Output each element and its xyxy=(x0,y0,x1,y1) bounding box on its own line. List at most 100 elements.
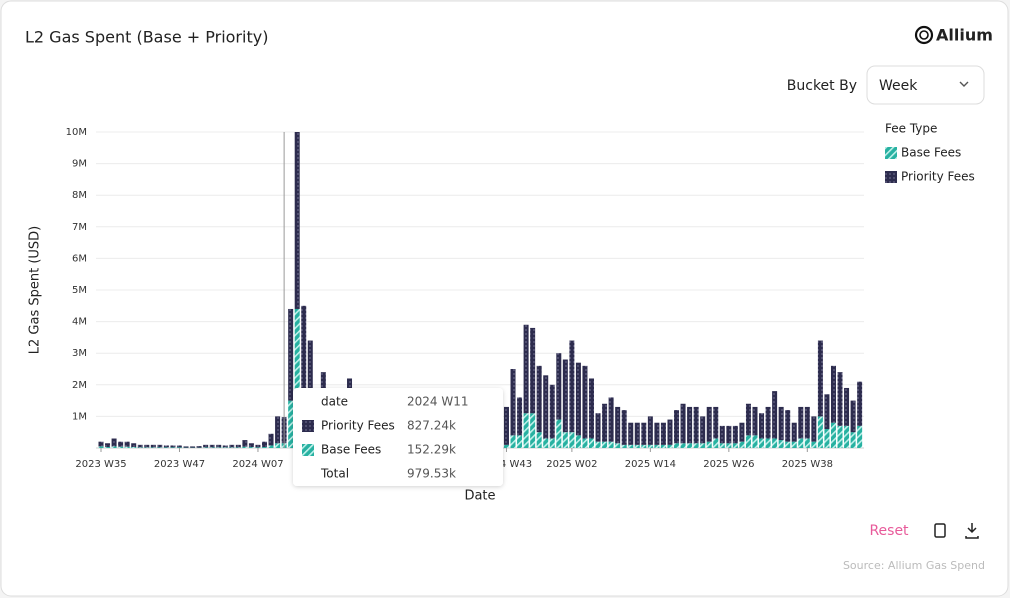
bar-segment xyxy=(719,443,725,448)
bar-segment xyxy=(674,410,680,444)
bar-segment xyxy=(510,369,516,436)
bar-segment xyxy=(268,445,274,448)
bar-segment xyxy=(641,444,647,448)
bar-segment xyxy=(628,422,634,445)
bar-segment xyxy=(150,444,156,448)
bar-segment xyxy=(732,425,738,444)
bar-segment xyxy=(798,438,804,448)
x-tick-label: 2025 W02 xyxy=(546,459,597,470)
bar-segment xyxy=(589,378,594,439)
bar-segment xyxy=(589,438,594,448)
bar-segment xyxy=(131,443,137,448)
bar-segment xyxy=(235,447,241,448)
bar-segment xyxy=(726,443,732,448)
bar-segment xyxy=(209,447,215,448)
bar-segment xyxy=(706,406,712,442)
bar-segment xyxy=(183,446,189,448)
tooltip-swatch xyxy=(302,444,314,456)
bar-segment xyxy=(176,447,182,448)
legend-swatch xyxy=(885,147,897,159)
bar-segment xyxy=(288,400,294,448)
bar-segment xyxy=(608,441,614,448)
bar-segment xyxy=(150,447,156,448)
bar-segment xyxy=(772,391,778,439)
bar-segment xyxy=(262,441,267,448)
bar-segment xyxy=(647,444,653,448)
bar-segment xyxy=(634,422,640,445)
bar-segment xyxy=(765,406,771,439)
bar-segment xyxy=(687,443,693,448)
bar-segment xyxy=(811,441,817,448)
bar-segment xyxy=(785,410,791,442)
bar-segment xyxy=(654,422,660,445)
tooltip-key: Total xyxy=(320,467,349,481)
chevron xyxy=(959,81,969,87)
y-tick-label: 3M xyxy=(72,348,87,359)
bar-segment xyxy=(680,403,686,444)
y-axis-label: L2 Gas Spent (USD) xyxy=(28,226,43,354)
bar-segment xyxy=(163,447,169,448)
bar-segment xyxy=(817,416,823,448)
tooltip-key: Base Fees xyxy=(321,443,381,457)
bar-segment xyxy=(628,444,634,448)
bar-segment xyxy=(569,340,575,433)
bar-segment xyxy=(804,438,810,448)
bar-segment xyxy=(824,429,830,448)
y-tick-label: 5M xyxy=(72,285,87,296)
bar-segment xyxy=(556,353,562,420)
bar-segment xyxy=(654,444,660,448)
bar-segment xyxy=(510,435,516,448)
bar-segment xyxy=(118,441,124,447)
bar-segment xyxy=(163,445,169,448)
bar-segment xyxy=(248,447,254,448)
bar-segment xyxy=(608,397,614,442)
logo-icon-inner xyxy=(919,30,929,40)
x-axis-label: Date xyxy=(464,489,495,504)
bar-segment xyxy=(693,406,699,444)
bar-segment xyxy=(275,443,281,448)
bar-segment xyxy=(582,438,588,448)
legend-title: Fee Type xyxy=(885,122,937,136)
bar-segment xyxy=(811,416,817,442)
bar-segment xyxy=(759,413,765,439)
bar-segment xyxy=(732,443,738,448)
copy-icon[interactable] xyxy=(934,523,946,538)
bar-segment xyxy=(745,403,751,436)
bar-segment xyxy=(137,447,143,448)
bar-segment xyxy=(562,359,568,433)
bar-segment xyxy=(615,443,621,448)
bar-segment xyxy=(693,443,699,448)
bar-segment xyxy=(301,305,307,430)
bar-segment xyxy=(791,422,797,442)
bar-segment xyxy=(137,444,143,448)
reset-button[interactable]: Reset xyxy=(869,523,909,539)
bar-segment xyxy=(288,308,294,401)
bar-segment xyxy=(98,446,104,448)
bucket-value[interactable]: Week xyxy=(879,78,918,94)
bar-segment xyxy=(530,413,536,448)
bar-segment xyxy=(294,308,300,448)
bar-segment xyxy=(517,435,523,448)
bar-segment xyxy=(203,447,209,448)
bar-segment xyxy=(713,438,719,448)
download-icon[interactable] xyxy=(965,523,979,539)
y-tick-label: 10M xyxy=(66,127,87,138)
bar-segment xyxy=(785,441,791,448)
source: Source: Allium Gas Spend xyxy=(843,559,985,572)
tooltip-value: 827.24k xyxy=(407,419,456,433)
bar-segment xyxy=(739,441,745,448)
bar-segment xyxy=(268,433,274,446)
bar-segment xyxy=(229,444,235,448)
tooltip-box xyxy=(293,388,503,486)
bar-segment xyxy=(157,447,163,448)
bar-segment xyxy=(634,444,640,448)
x-tick-label: 2025 W38 xyxy=(782,459,833,470)
bar-segment xyxy=(111,446,117,448)
x-tick-label: 2023 W35 xyxy=(75,459,126,470)
bar-segment xyxy=(98,441,104,447)
bucket-select[interactable] xyxy=(866,65,985,105)
bar-segment xyxy=(824,394,830,430)
bar-segment xyxy=(791,441,797,448)
y-tick-label: 8M xyxy=(72,190,87,201)
bar-segment xyxy=(235,444,241,448)
